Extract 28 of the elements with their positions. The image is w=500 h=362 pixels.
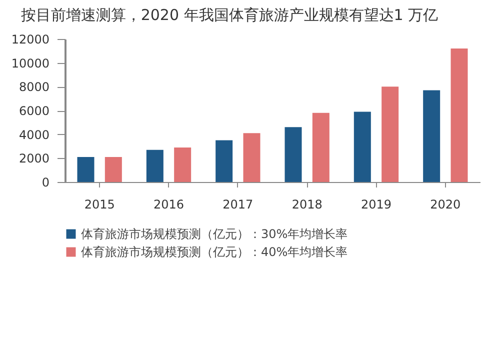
y-tick-label: 8000 <box>18 80 50 94</box>
bar <box>284 127 302 182</box>
bar <box>104 156 122 182</box>
x-tick-label: 2017 <box>222 198 254 212</box>
chart-title: 按目前增速测算，2020 年我国体育旅游产业规模有望达1 万亿 <box>20 6 438 24</box>
x-tick-label: 2018 <box>292 198 322 212</box>
y-tick-label: 10000 <box>11 56 50 70</box>
bar <box>146 150 164 182</box>
x-tick-label: 2020 <box>430 198 461 212</box>
legend-label: 体育旅游市场规模预测（亿元）：40%年均增长率 <box>81 245 348 259</box>
legend-label: 体育旅游市场规模预测（亿元）：30%年均增长率 <box>81 227 348 241</box>
bar <box>450 48 468 182</box>
y-tick-label: 2000 <box>18 152 50 166</box>
y-tick-label: 4000 <box>18 128 50 142</box>
x-tick-label: 2015 <box>84 198 115 212</box>
x-tick-label: 2016 <box>153 198 184 212</box>
x-tick-label: 2019 <box>360 198 392 212</box>
bar <box>216 140 233 182</box>
bar <box>382 86 399 182</box>
bar <box>423 90 440 182</box>
bar <box>77 156 94 182</box>
y-tick-label: 12000 <box>11 32 50 46</box>
bar <box>243 133 260 182</box>
bar <box>312 112 330 182</box>
y-tick-label: 0 <box>42 176 50 190</box>
bar <box>174 147 192 182</box>
y-tick-label: 6000 <box>18 104 50 118</box>
bar <box>354 112 371 182</box>
